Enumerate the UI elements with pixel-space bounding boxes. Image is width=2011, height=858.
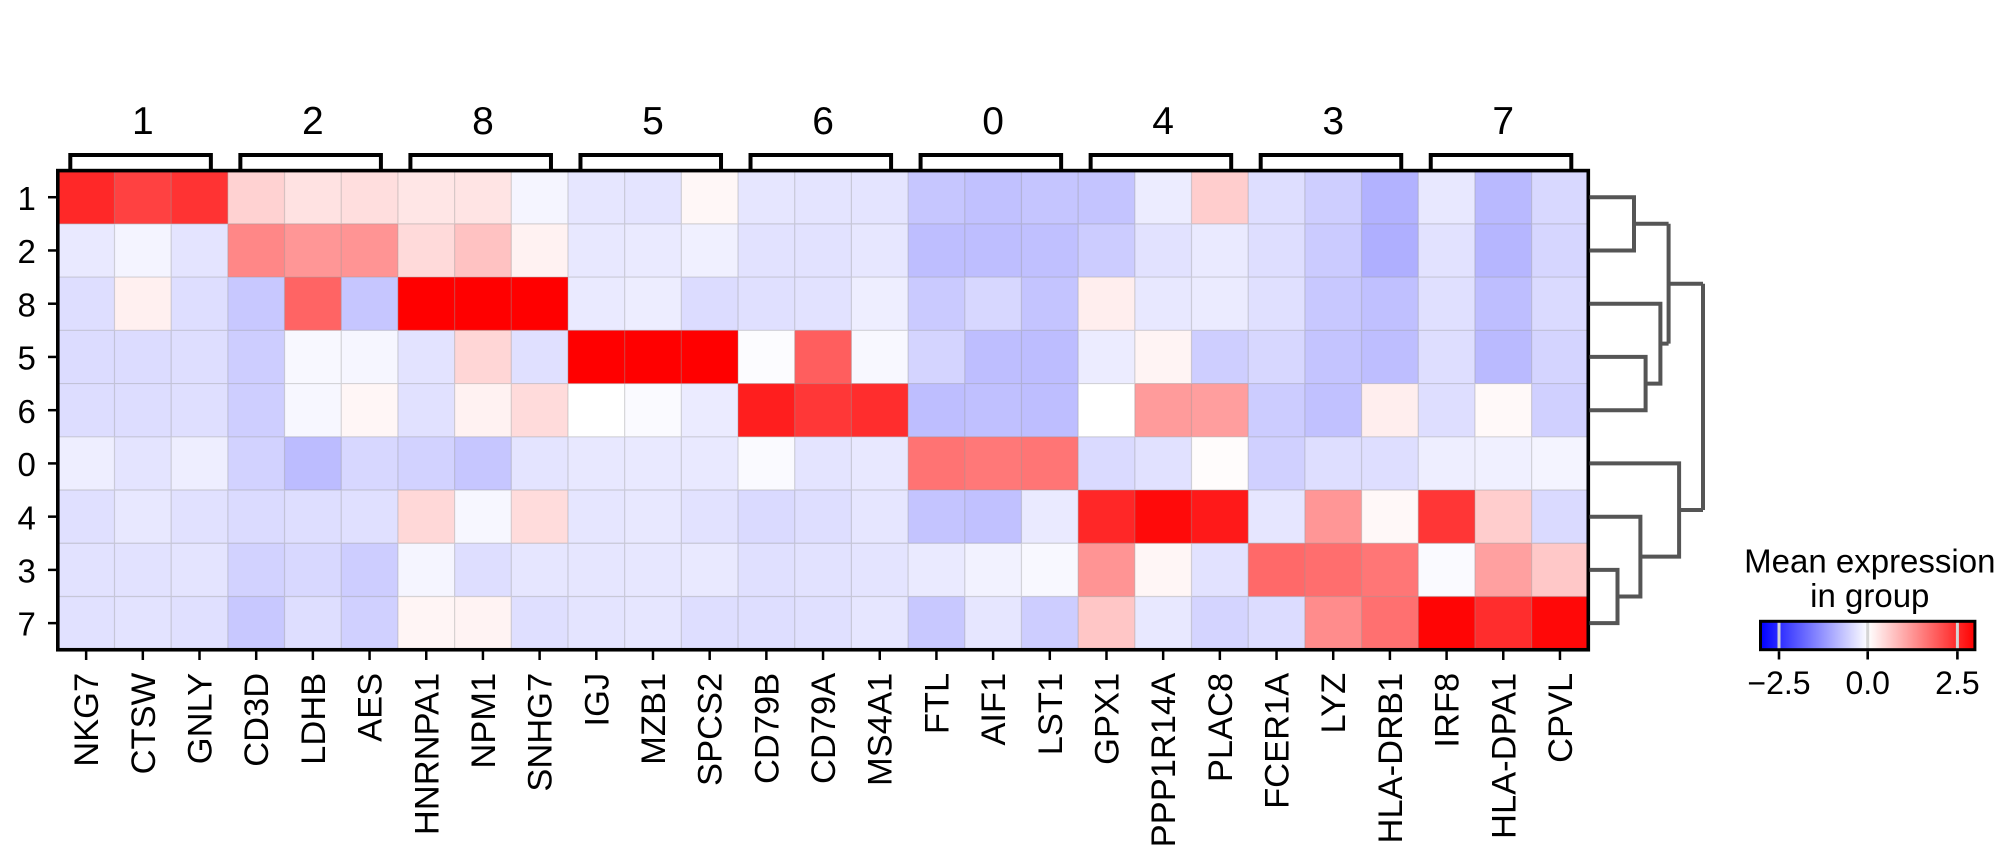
svg-text:CD79B: CD79B bbox=[748, 673, 786, 784]
svg-text:2: 2 bbox=[302, 100, 324, 143]
svg-text:8: 8 bbox=[17, 286, 35, 323]
svg-text:0: 0 bbox=[17, 446, 35, 483]
svg-text:5: 5 bbox=[17, 340, 35, 377]
svg-text:AIF1: AIF1 bbox=[975, 673, 1013, 746]
svg-text:CPVL: CPVL bbox=[1542, 673, 1580, 763]
svg-text:IRF8: IRF8 bbox=[1429, 673, 1467, 748]
svg-text:in group: in group bbox=[1810, 577, 1929, 614]
svg-text:4: 4 bbox=[1152, 100, 1174, 143]
svg-text:Mean expression: Mean expression bbox=[1744, 543, 1995, 580]
svg-text:HLA-DPA1: HLA-DPA1 bbox=[1485, 673, 1523, 839]
svg-text:MZB1: MZB1 bbox=[635, 673, 673, 765]
svg-text:CD3D: CD3D bbox=[238, 673, 276, 767]
svg-text:2: 2 bbox=[17, 233, 35, 270]
svg-text:MS4A1: MS4A1 bbox=[862, 673, 900, 786]
svg-text:−2.5: −2.5 bbox=[1747, 665, 1810, 701]
svg-text:FTL: FTL bbox=[918, 673, 956, 734]
svg-text:7: 7 bbox=[17, 606, 35, 643]
svg-text:3: 3 bbox=[17, 552, 35, 589]
svg-text:CTSW: CTSW bbox=[125, 672, 163, 774]
svg-text:8: 8 bbox=[472, 100, 494, 143]
svg-text:5: 5 bbox=[642, 100, 664, 143]
svg-text:HNRNPA1: HNRNPA1 bbox=[408, 673, 446, 835]
svg-text:GNLY: GNLY bbox=[182, 673, 220, 764]
svg-text:4: 4 bbox=[17, 499, 35, 536]
svg-text:LST1: LST1 bbox=[1032, 673, 1070, 755]
svg-text:3: 3 bbox=[1322, 100, 1344, 143]
svg-text:GPX1: GPX1 bbox=[1088, 673, 1126, 765]
svg-text:AES: AES bbox=[352, 673, 390, 742]
svg-text:IGJ: IGJ bbox=[578, 673, 616, 727]
svg-text:1: 1 bbox=[132, 100, 154, 143]
svg-text:NPM1: NPM1 bbox=[465, 673, 503, 769]
svg-text:LYZ: LYZ bbox=[1315, 673, 1353, 734]
svg-text:1: 1 bbox=[17, 180, 35, 217]
svg-text:6: 6 bbox=[17, 393, 35, 430]
svg-text:0.0: 0.0 bbox=[1845, 665, 1889, 701]
svg-text:HLA-DRB1: HLA-DRB1 bbox=[1372, 673, 1410, 844]
svg-text:FCER1A: FCER1A bbox=[1259, 673, 1297, 809]
svg-text:LDHB: LDHB bbox=[295, 673, 333, 765]
svg-text:6: 6 bbox=[812, 100, 834, 143]
svg-text:0: 0 bbox=[982, 100, 1004, 143]
svg-text:7: 7 bbox=[1492, 100, 1514, 143]
svg-text:CD79A: CD79A bbox=[805, 673, 843, 784]
svg-text:PPP1R14A: PPP1R14A bbox=[1145, 673, 1183, 848]
svg-text:SPCS2: SPCS2 bbox=[692, 673, 730, 786]
svg-text:NKG7: NKG7 bbox=[68, 673, 106, 767]
svg-text:PLAC8: PLAC8 bbox=[1202, 673, 1240, 782]
svg-text:2.5: 2.5 bbox=[1935, 665, 1979, 701]
svg-text:SNHG7: SNHG7 bbox=[522, 673, 560, 792]
